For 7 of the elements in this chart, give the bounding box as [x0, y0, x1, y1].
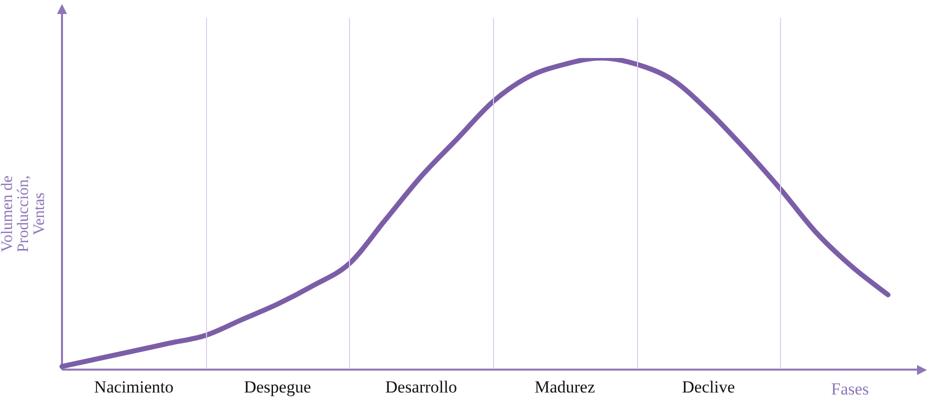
x-tick-label: Desarrollo — [385, 377, 458, 396]
y-axis-title: Volumen de Producción, Ventas — [0, 175, 48, 252]
x-tick-label: Madurez — [534, 377, 596, 396]
x-tick-label: Despegue — [244, 377, 311, 396]
x-axis-title: Fases — [831, 380, 869, 399]
x-tick-label: Nacimiento — [94, 377, 174, 396]
x-tick-label: Declive — [682, 377, 735, 396]
